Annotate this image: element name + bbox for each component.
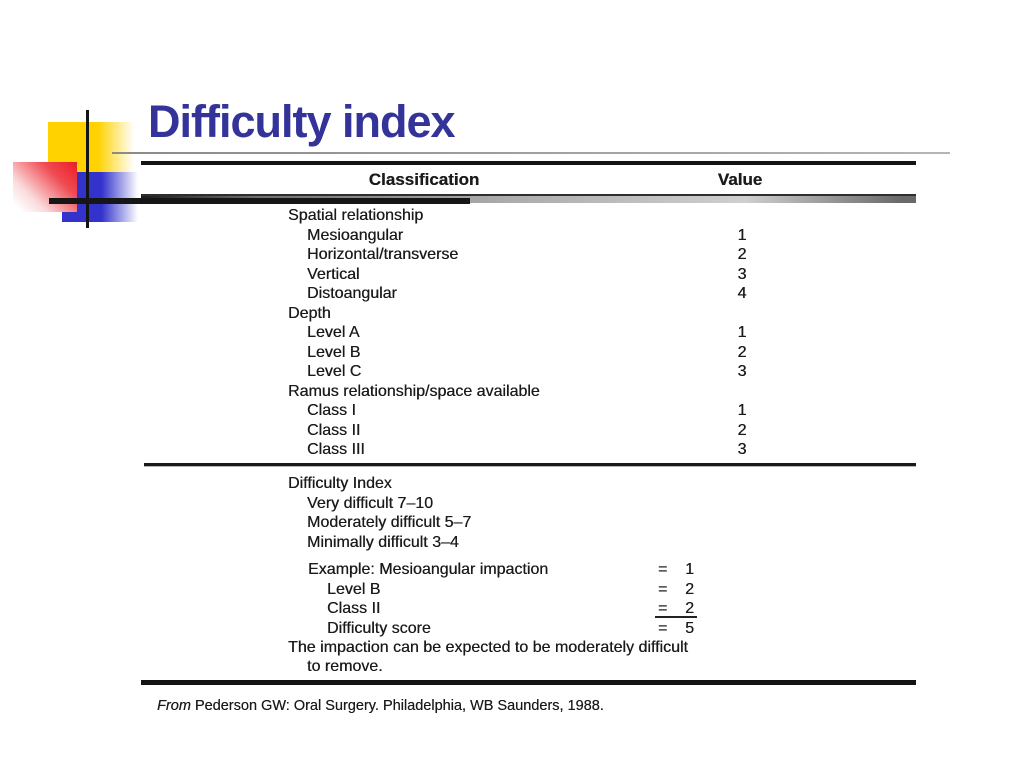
table-mid-border bbox=[144, 463, 916, 467]
table-row: Level B = 2 bbox=[141, 580, 916, 600]
column-header-value: Value bbox=[717, 170, 763, 189]
row-label: Level A bbox=[307, 324, 360, 341]
table-row: Distoangular 4 bbox=[141, 284, 916, 304]
range-label: Minimally difficult 3–4 bbox=[307, 533, 459, 551]
table-row: Class II 2 bbox=[141, 421, 916, 441]
equals-sign: = bbox=[658, 580, 668, 598]
row-value: 3 bbox=[737, 265, 747, 283]
example-label: Difficulty score bbox=[327, 619, 431, 637]
row-value: 3 bbox=[737, 363, 747, 380]
row-label: Class III bbox=[307, 441, 365, 458]
page-title: Difficulty index bbox=[148, 96, 456, 147]
equals-sign: = bbox=[658, 561, 668, 578]
row-value: 4 bbox=[737, 285, 747, 302]
row-value: 3 bbox=[737, 441, 747, 458]
score-value: 5 bbox=[685, 619, 694, 637]
score-value: 2 bbox=[685, 600, 694, 617]
row-value: 2 bbox=[737, 246, 747, 263]
table-row: Minimally difficult 3–4 bbox=[141, 533, 916, 553]
section-header: Ramus relationship/space available bbox=[288, 382, 540, 400]
row-label: Class II bbox=[307, 421, 361, 439]
row-label: Vertical bbox=[307, 265, 360, 283]
decoration-red-square bbox=[13, 162, 77, 212]
table-header-underline bbox=[141, 194, 916, 203]
table-row: Difficulty score = 5 bbox=[141, 619, 916, 639]
section-header: Difficulty Index bbox=[288, 475, 392, 492]
row-label: Class I bbox=[307, 402, 356, 419]
row-label: Mesioangular bbox=[307, 226, 404, 244]
example-note-line2: to remove. bbox=[307, 658, 383, 675]
decoration-horizontal-line bbox=[49, 198, 470, 204]
example-score: = 1 bbox=[658, 560, 694, 580]
table-row: Level C 3 bbox=[141, 362, 916, 382]
section-header: Spatial relationship bbox=[288, 207, 424, 224]
row-value: 1 bbox=[737, 226, 747, 244]
section-header: Depth bbox=[288, 304, 331, 322]
table-bottom-border bbox=[141, 680, 916, 685]
table-row: Mesioangular 1 bbox=[141, 226, 916, 246]
source-from-word: From bbox=[157, 698, 191, 714]
example-score: = 2 bbox=[658, 599, 694, 619]
example-score: = 2 bbox=[658, 580, 694, 600]
table-row: Very difficult 7–10 bbox=[141, 494, 916, 514]
score-value: 2 bbox=[685, 580, 694, 598]
example-label: Example: Mesioangular impaction bbox=[308, 561, 549, 578]
row-label: Horizontal/transverse bbox=[307, 246, 459, 263]
table-row: Horizontal/transverse 2 bbox=[141, 245, 916, 265]
difficulty-index-rows: Difficulty Index Very difficult 7–10 Mod… bbox=[141, 474, 916, 552]
example-label: Level B bbox=[327, 580, 381, 598]
example-note-line1: The impaction can be expected to be mode… bbox=[288, 639, 688, 656]
equals-sign: = bbox=[658, 619, 668, 637]
section-header-row: Depth bbox=[141, 304, 916, 324]
example-score: = 5 bbox=[658, 619, 694, 639]
row-value: 1 bbox=[737, 402, 747, 419]
table-row: Class III 3 bbox=[141, 440, 916, 460]
table-row: Class I 1 bbox=[141, 401, 916, 421]
difficulty-index-table: Classification Value Spatial relationshi… bbox=[141, 161, 916, 687]
row-value: 2 bbox=[737, 421, 747, 439]
row-label: Level C bbox=[307, 363, 362, 380]
table-top-border bbox=[141, 161, 916, 165]
source-citation: From Pederson GW: Oral Surgery. Philadel… bbox=[157, 698, 604, 714]
section-header-row: Spatial relationship bbox=[141, 206, 916, 226]
row-value: 2 bbox=[737, 343, 747, 361]
row-value: 1 bbox=[737, 324, 747, 341]
table-row: Level B 2 bbox=[141, 343, 916, 363]
equals-sign: = bbox=[658, 600, 668, 617]
table-row: Vertical 3 bbox=[141, 265, 916, 285]
row-label: Level B bbox=[307, 343, 361, 361]
sum-underline bbox=[655, 615, 697, 618]
example-rows: Example: Mesioangular impaction = 1 Level… bbox=[141, 560, 916, 638]
title-rule bbox=[112, 152, 950, 154]
classification-rows: Spatial relationship Mesioangular 1 Hori… bbox=[141, 206, 916, 460]
table-row: Class II = 2 bbox=[141, 599, 916, 619]
table-row: Moderately difficult 5–7 bbox=[141, 513, 916, 533]
source-citation-text: Pederson GW: Oral Surgery. Philadelphia,… bbox=[190, 698, 604, 714]
range-label: Moderately difficult 5–7 bbox=[307, 514, 472, 531]
score-value: 1 bbox=[685, 561, 694, 578]
decoration-vertical-line bbox=[86, 110, 89, 228]
example-label: Class II bbox=[327, 600, 381, 617]
table-row: Level A 1 bbox=[141, 323, 916, 343]
section-header-row: Ramus relationship/space available bbox=[141, 382, 916, 402]
row-label: Distoangular bbox=[307, 285, 397, 302]
range-label: Very difficult 7–10 bbox=[307, 494, 434, 512]
section-header-row: Difficulty Index bbox=[141, 474, 916, 494]
column-header-classification: Classification bbox=[368, 170, 480, 189]
table-row: Example: Mesioangular impaction = 1 bbox=[141, 560, 916, 580]
